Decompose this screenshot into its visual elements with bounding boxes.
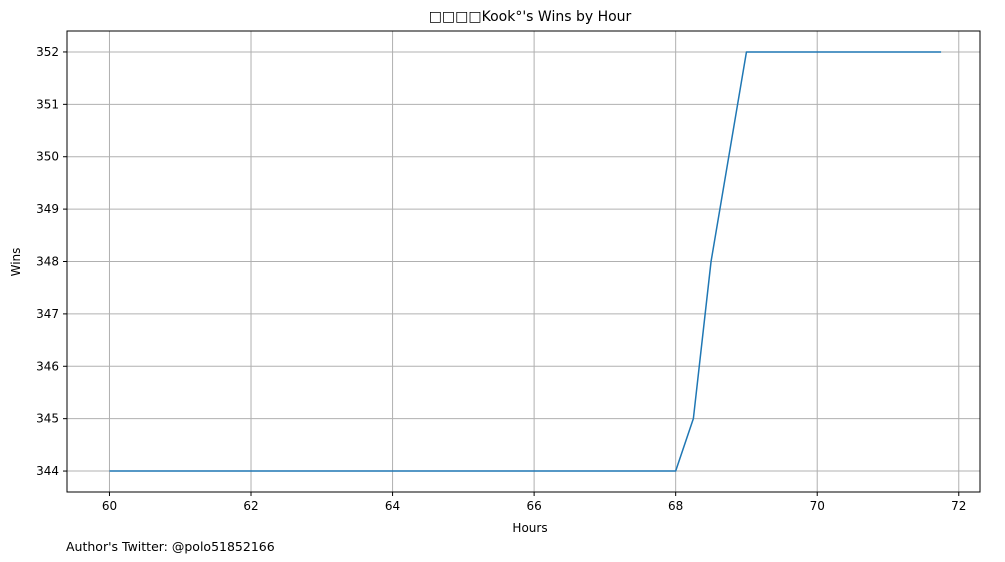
y-tick-label: 347 — [36, 307, 59, 321]
chart-title: □□□□Kook°'s Wins by Hour — [429, 9, 632, 25]
y-axis: 344 345 346 347 348 349 350 351 352 — [36, 45, 67, 478]
y-tick-label: 344 — [36, 464, 59, 478]
series-layer — [109, 51, 942, 472]
x-tick-label: 68 — [668, 499, 683, 513]
x-tick-label: 64 — [385, 499, 400, 513]
x-axis-label: Hours — [512, 521, 547, 535]
x-tick-label: 62 — [243, 499, 258, 513]
x-axis: 60 62 64 66 68 70 72 — [102, 492, 966, 513]
y-tick-label: 345 — [36, 412, 59, 426]
grid — [67, 31, 980, 492]
author-credit: Author's Twitter: @polo51852166 — [66, 539, 275, 554]
y-tick-label: 346 — [36, 359, 59, 373]
y-axis-label: Wins — [9, 248, 23, 277]
wins-series-line — [109, 51, 942, 472]
y-tick-label: 351 — [36, 97, 59, 111]
y-tick-label: 349 — [36, 202, 59, 216]
y-tick-label: 348 — [36, 255, 59, 269]
x-tick-label: 70 — [810, 499, 825, 513]
x-tick-label: 72 — [951, 499, 966, 513]
y-tick-label: 352 — [36, 45, 59, 59]
x-tick-label: 60 — [102, 499, 117, 513]
x-tick-label: 66 — [526, 499, 541, 513]
y-tick-label: 350 — [36, 150, 59, 164]
